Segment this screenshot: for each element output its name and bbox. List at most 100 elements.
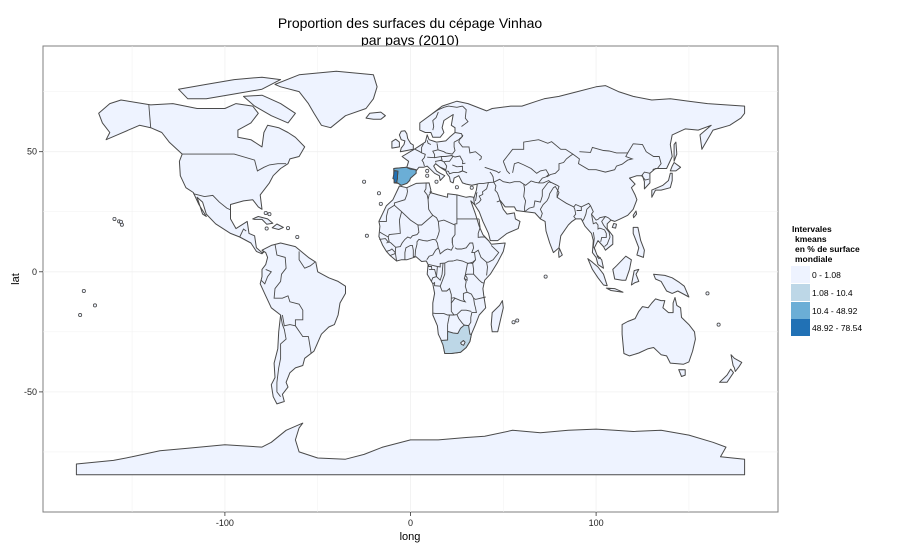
country-border-line (453, 134, 464, 143)
island-outline (81, 289, 86, 294)
island-outline (716, 322, 721, 327)
country-border-line (477, 218, 489, 241)
country-border-line (524, 181, 550, 213)
region-africa (378, 182, 506, 354)
country-border-line (260, 268, 273, 285)
region-sakhalin (673, 141, 678, 162)
country-border-line (439, 263, 446, 287)
legend-label-3: 10.4 - 48.92 (812, 306, 858, 316)
country-border-line (148, 104, 152, 128)
legend-key-2 (791, 284, 810, 301)
legend: Intervales kmeans en % de surface mondia… (791, 224, 862, 336)
island-outline (78, 313, 83, 318)
legend-label-4: 48.92 - 78.54 (812, 323, 862, 333)
country-border-line (378, 187, 408, 222)
y-axis-title: lat (10, 273, 22, 285)
country-border-line (493, 181, 501, 200)
region-madagascar (490, 300, 504, 333)
country-border-line (298, 251, 316, 269)
region-ireland (391, 138, 400, 149)
country-border-line (592, 232, 596, 251)
country-border-line (426, 140, 432, 145)
region-cuba (252, 216, 274, 225)
country-border-line (421, 143, 424, 153)
country-border-line (432, 312, 450, 316)
legend-key-3 (791, 302, 810, 319)
region-nz-north (730, 354, 743, 372)
island-outline (511, 320, 516, 325)
country-border-line (572, 146, 634, 173)
island-outline (376, 191, 381, 196)
region-uk (398, 130, 414, 153)
y-tick-label: 0 (32, 267, 37, 277)
region-australia (621, 297, 696, 365)
region-south-america (259, 242, 346, 405)
country-border-line (414, 148, 426, 167)
country-border-line (386, 248, 396, 256)
country-border-line (502, 161, 511, 175)
legend-title-line2: kmeans (795, 234, 827, 244)
country-border-line (436, 263, 444, 282)
y-tick-label: -50 (24, 387, 37, 397)
country-border-line (432, 111, 439, 131)
legend-title-line3: en % de surface (795, 244, 860, 254)
region-tasmania (678, 369, 686, 377)
country-border-line (450, 297, 456, 303)
country-border-line (468, 298, 477, 326)
island-outline (543, 274, 548, 279)
country-border-line (486, 262, 488, 276)
country-border-line (474, 245, 500, 263)
country-border-line (461, 105, 469, 127)
country-border-line (379, 238, 390, 244)
country-border-line (475, 193, 484, 205)
region-java (605, 287, 624, 293)
legend-title-line1: Intervales (792, 224, 832, 234)
country-border-line (182, 153, 287, 172)
country-border-line (387, 211, 420, 248)
country-border-line (546, 153, 574, 178)
island-outline (705, 291, 710, 296)
x-tick-label: 0 (408, 518, 413, 528)
island-outline (263, 210, 268, 215)
island-outline (364, 233, 369, 238)
x-axis-ticks: -100 0 100 (216, 512, 604, 528)
country-border-line (475, 192, 478, 201)
country-borders (148, 104, 662, 397)
y-tick-label: 50 (27, 147, 37, 157)
country-border-line (451, 155, 466, 165)
country-border-line (482, 182, 489, 195)
region-arctic-islands (178, 76, 282, 100)
country-border-line (601, 216, 611, 247)
country-border-line (596, 255, 601, 260)
region-hokkaido (669, 162, 682, 172)
country-border-line (573, 206, 577, 220)
country-layer (75, 70, 746, 476)
country-border-line (641, 171, 650, 181)
country-border-line (502, 139, 574, 162)
legend-label-1: 0 - 1.08 (812, 270, 841, 280)
island-outline (454, 185, 459, 190)
country-border-line (427, 191, 433, 200)
x-tick-label: -100 (216, 518, 234, 528)
legend-title-line4: mondiale (795, 254, 833, 264)
island-outline (295, 234, 300, 239)
island-outline (362, 179, 367, 184)
x-axis-title: long (400, 531, 421, 543)
country-border-line (458, 170, 468, 174)
country-border-line (413, 238, 439, 261)
chart-title-line1: Proportion des surfaces du cépage Vinhao (278, 15, 543, 31)
region-nz-south (719, 368, 734, 383)
region-baffin (243, 94, 296, 124)
country-border-line (276, 314, 287, 397)
chart-title-line2: par pays (2010) (361, 32, 459, 48)
country-border-line (576, 206, 582, 211)
region-hainan (611, 223, 617, 229)
region-north-america (98, 99, 306, 255)
region-taiwan (632, 210, 638, 219)
country-border-line (496, 200, 500, 203)
country-border-line (404, 244, 414, 260)
region-hispaniola (271, 223, 284, 230)
region-sulawesi (630, 268, 640, 286)
legend-key-1 (791, 266, 810, 283)
country-border-line (437, 225, 456, 255)
